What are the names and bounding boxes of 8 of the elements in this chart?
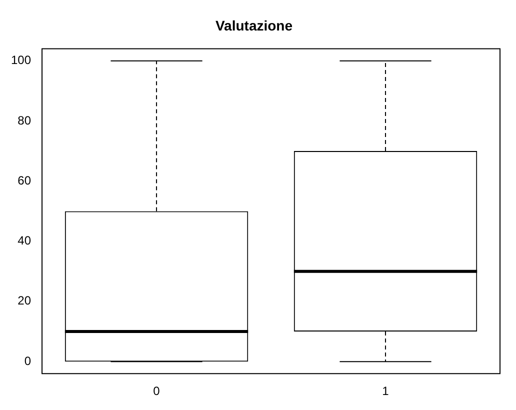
y-tick-label: 0 xyxy=(24,354,32,368)
y-tick-label: 60 xyxy=(18,173,32,188)
y-tick-label: 100 xyxy=(10,53,32,68)
y-tick-label: 80 xyxy=(18,113,32,128)
y-tick-label: 40 xyxy=(18,234,32,248)
chart-title: Valutazione xyxy=(215,17,293,34)
x-tick-label: 1 xyxy=(382,384,390,398)
y-tick-label: 20 xyxy=(18,294,32,308)
